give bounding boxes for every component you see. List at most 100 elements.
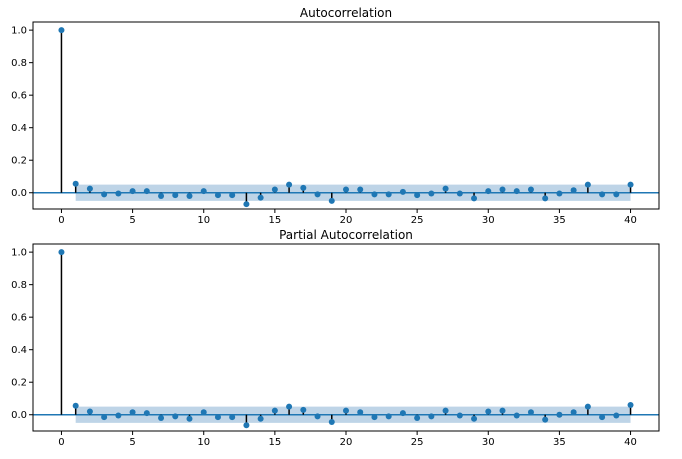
- data-point: [200, 409, 207, 416]
- data-point: [300, 406, 307, 413]
- data-point: [243, 201, 250, 208]
- data-point: [371, 191, 378, 198]
- data-point: [229, 414, 236, 421]
- data-point: [214, 414, 221, 421]
- chart-title: Partial Autocorrelation: [279, 228, 413, 242]
- x-tick-label: 5: [129, 437, 135, 448]
- data-point: [72, 402, 79, 409]
- data-point: [442, 407, 449, 414]
- x-tick-label: 25: [411, 215, 424, 226]
- data-point: [129, 409, 136, 416]
- data-point: [471, 195, 478, 202]
- data-point: [613, 412, 620, 419]
- data-point: [101, 191, 108, 198]
- data-point: [584, 181, 591, 188]
- data-point: [627, 181, 634, 188]
- y-tick-label: 0.4: [11, 123, 27, 134]
- data-point: [115, 190, 122, 197]
- y-tick-label: 0.0: [11, 188, 27, 199]
- data-point: [314, 191, 321, 198]
- x-tick-label: 0: [58, 437, 64, 448]
- data-point: [115, 412, 122, 419]
- data-point: [271, 186, 278, 193]
- data-point: [513, 412, 520, 419]
- data-point: [229, 192, 236, 199]
- y-tick-label: 0.2: [11, 378, 27, 389]
- data-point: [414, 414, 421, 421]
- y-tick-label: 0.0: [11, 410, 27, 421]
- data-point: [627, 401, 634, 408]
- data-point: [456, 190, 463, 197]
- data-point: [271, 407, 278, 414]
- axes-frame: [32, 21, 660, 210]
- data-point: [399, 188, 406, 195]
- data-point: [556, 190, 563, 197]
- data-point: [485, 408, 492, 415]
- x-tick-label: 15: [268, 215, 281, 226]
- y-tick-label: 0.6: [11, 313, 27, 324]
- data-point: [414, 192, 421, 199]
- data-point: [129, 188, 136, 195]
- data-point: [314, 413, 321, 420]
- data-point: [442, 185, 449, 192]
- data-point: [385, 413, 392, 420]
- data-point: [214, 192, 221, 199]
- data-point: [471, 415, 478, 422]
- data-point: [343, 407, 349, 414]
- data-point: [328, 419, 335, 426]
- data-point: [599, 191, 606, 198]
- data-point: [570, 187, 577, 194]
- chart-panel-0: 0 5 10 15 20 25 30 35 40 0.0 0.2 0.4 0.6 0.8 1.0 Autoco…: [11, 6, 660, 226]
- data-point: [584, 403, 591, 410]
- data-point: [542, 416, 549, 423]
- x-tick-label: 40: [624, 437, 637, 448]
- y-tick-label: 0.8: [11, 280, 27, 291]
- data-point: [158, 414, 165, 421]
- x-tick-label: 5: [129, 215, 135, 226]
- data-point: [286, 181, 293, 188]
- data-point: [58, 249, 65, 256]
- data-point: [172, 192, 179, 199]
- x-tick-label: 30: [482, 215, 495, 226]
- data-point: [357, 409, 364, 416]
- x-tick-label: 20: [340, 437, 353, 448]
- axes-frame: [32, 243, 660, 432]
- data-point: [300, 184, 307, 191]
- x-tick-label: 10: [197, 215, 210, 226]
- data-point: [456, 412, 463, 419]
- x-tick-label: 40: [624, 215, 637, 226]
- data-point: [485, 188, 492, 195]
- x-tick-label: 35: [553, 437, 566, 448]
- data-point: [200, 188, 207, 195]
- chart-title: Autocorrelation: [300, 6, 392, 20]
- y-tick-label: 1.0: [11, 26, 27, 37]
- x-tick-label: 30: [482, 437, 495, 448]
- data-point: [72, 180, 79, 187]
- x-tick-label: 20: [340, 215, 353, 226]
- data-point: [428, 413, 435, 420]
- x-tick-label: 25: [411, 437, 424, 448]
- data-point: [599, 414, 606, 421]
- data-point: [101, 414, 108, 421]
- data-point: [86, 408, 93, 415]
- data-point: [385, 191, 392, 198]
- data-point: [343, 186, 349, 193]
- data-point: [172, 413, 179, 420]
- data-point: [527, 186, 534, 193]
- data-point: [499, 407, 506, 414]
- data-point: [513, 188, 520, 195]
- data-point: [143, 410, 150, 417]
- data-point: [428, 190, 435, 197]
- y-tick-label: 0.8: [11, 58, 27, 69]
- x-tick-label: 10: [197, 437, 210, 448]
- data-point: [570, 409, 577, 416]
- chart-panel-1: 0 5 10 15 20 25 30 35 40 0.0 0.2 0.4 0.6 0.8 1.0 Partia…: [11, 228, 660, 448]
- data-point: [286, 403, 293, 410]
- x-tick-label: 0: [58, 215, 64, 226]
- data-point: [328, 197, 335, 204]
- y-tick-label: 1.0: [11, 248, 27, 259]
- data-point: [357, 186, 364, 193]
- data-point: [158, 192, 165, 199]
